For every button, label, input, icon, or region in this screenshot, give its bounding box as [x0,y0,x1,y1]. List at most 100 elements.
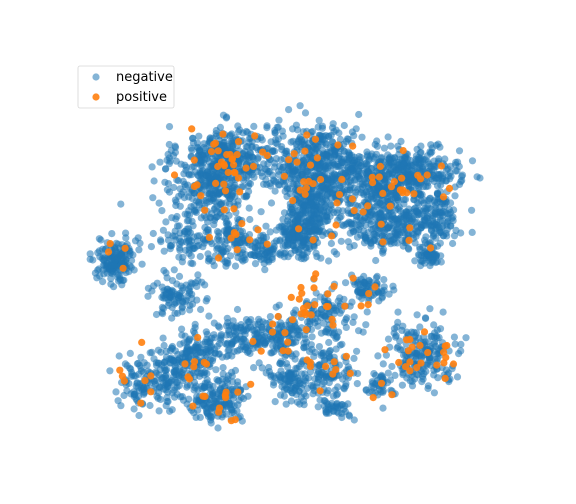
point-positive [348,195,356,203]
point-negative [353,287,362,296]
point-negative [281,352,289,361]
point-negative [384,133,392,141]
point-negative [365,185,373,193]
point-positive [236,188,244,196]
point-positive [297,283,305,292]
point-negative [289,374,297,382]
point-negative [437,209,445,217]
point-negative [155,389,163,397]
point-negative [336,294,344,302]
point-negative [158,375,166,383]
point-negative [345,411,353,419]
point-negative [363,308,371,316]
point-negative [247,316,255,324]
point-positive [364,202,372,210]
point-negative [448,214,456,223]
point-positive [295,225,303,233]
point-negative [257,134,265,142]
point-negative [212,187,220,195]
point-negative [155,407,163,415]
point-positive [423,171,431,179]
point-negative [413,311,421,319]
point-positive [324,303,332,311]
point-positive [324,290,332,298]
point-negative [146,401,154,410]
point-negative [251,260,260,268]
point-negative [384,335,393,343]
point-negative [244,182,252,190]
point-negative [203,295,211,303]
point-negative [433,258,441,266]
point-negative [326,346,334,355]
point-negative [228,139,236,147]
point-negative [428,211,436,219]
point-negative [292,306,300,314]
point-negative [128,256,136,265]
point-positive [104,248,113,256]
point-negative [332,345,340,353]
point-negative [165,160,173,168]
point-positive [346,369,354,377]
point-negative [307,210,315,218]
point-negative [107,274,115,283]
point-negative [439,222,447,230]
point-negative [171,393,179,401]
point-negative [340,369,349,377]
point-negative [334,383,342,391]
point-negative [206,163,214,171]
point-negative [297,384,305,392]
point-negative [292,202,300,210]
point-negative [168,406,176,414]
point-negative [330,407,338,415]
point-positive [403,336,411,344]
point-negative [187,259,195,267]
point-negative [432,221,441,229]
point-positive [334,141,342,149]
point-positive [222,388,230,396]
point-negative [138,260,146,268]
point-negative [422,233,430,241]
point-negative [427,332,435,340]
point-negative [204,257,212,265]
point-positive [330,358,338,366]
point-negative [201,183,209,191]
point-negative [226,132,234,140]
point-positive [228,155,236,164]
point-negative [215,198,224,206]
point-negative [396,207,404,215]
point-negative [164,236,173,244]
point-negative [261,266,269,274]
point-negative [205,401,213,409]
point-negative [325,257,333,265]
point-negative [126,349,134,357]
point-negative [160,247,168,255]
point-negative [275,181,283,189]
point-negative [313,145,321,153]
point-negative [307,189,315,197]
point-negative [140,389,148,397]
point-positive [296,186,304,194]
point-negative [347,219,355,227]
point-positive [220,162,228,170]
point-negative [159,334,167,342]
point-negative [162,386,170,394]
point-negative [331,304,340,312]
point-negative [277,373,285,381]
point-negative [378,153,386,161]
point-negative [437,228,445,236]
point-negative [339,207,347,215]
point-negative [185,337,193,345]
point-negative [240,395,248,403]
point-positive [285,156,293,164]
point-negative [346,165,354,173]
point-negative [468,157,477,165]
point-positive [190,358,199,366]
point-positive [311,135,320,143]
point-negative [322,408,330,416]
legend-label-positive: positive [116,90,167,105]
point-negative [266,228,274,236]
point-negative [144,292,152,300]
point-negative [436,325,445,333]
point-negative [301,109,310,117]
point-negative [208,334,216,342]
